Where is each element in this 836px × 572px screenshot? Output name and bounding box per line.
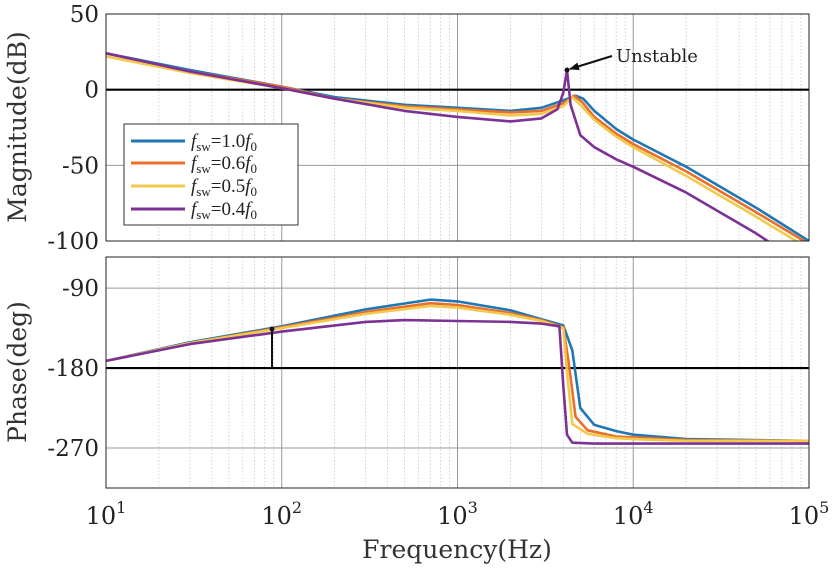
legend-entry: fsw=0.5f0 — [131, 176, 257, 199]
magnitude-series — [106, 52, 809, 241]
legend-entry: fsw=1.0f0 — [131, 131, 257, 154]
unstable-label: Unstable — [616, 46, 698, 67]
x-tick-label: 101 — [86, 498, 127, 530]
x-tick-labels: 101 102 103 104 105 — [86, 498, 830, 530]
x-tick-label: 105 — [789, 498, 830, 530]
unstable-annotation: Unstable — [564, 46, 698, 73]
legend: fsw=1.0f0 fsw=0.6f0 fsw=0.5f0 fsw=0.4f0 — [123, 123, 299, 226]
legend-entry: fsw=0.4f0 — [131, 199, 257, 222]
x-axis-label: Frequency(Hz) — [362, 535, 552, 564]
phase-series — [106, 298, 809, 445]
magnitude-panel: 50 0 -50 -100 Magnitude(dB) Unstable fsw=1.… — [3, 2, 810, 255]
x-tick-label: 102 — [261, 498, 302, 530]
y-tick-label: -180 — [47, 356, 99, 382]
y-tick-label: -100 — [47, 229, 99, 255]
phase-ylabel: Phase(deg) — [3, 301, 32, 443]
y-tick-label: 50 — [70, 2, 99, 28]
unstable-peak-dot — [564, 67, 570, 73]
phase-panel: -90 -180 -270 Phase(deg) — [3, 256, 810, 489]
x-tick-label: 103 — [437, 498, 478, 530]
phase-margin-dot — [269, 326, 275, 332]
y-tick-label: -50 — [62, 153, 99, 179]
x-tick-label: 104 — [613, 498, 654, 530]
legend-label: fsw=1.0f0 — [191, 131, 257, 154]
phase-series-line — [106, 318, 809, 445]
legend-label: fsw=0.5f0 — [191, 176, 257, 199]
legend-label: fsw=0.6f0 — [191, 153, 257, 176]
unstable-arrow — [569, 55, 613, 71]
magnitude-series-line — [106, 52, 771, 241]
legend-entry: fsw=0.6f0 — [131, 153, 257, 176]
y-tick-label: -270 — [47, 436, 99, 462]
phase-frame — [105, 256, 810, 489]
phase-y-ticks: -90 -180 -270 — [47, 276, 99, 462]
magnitude-y-ticks: 50 0 -50 -100 — [47, 2, 99, 255]
legend-label: fsw=0.4f0 — [191, 199, 257, 222]
magnitude-frame — [105, 13, 810, 242]
magnitude-ylabel: Magnitude(dB) — [3, 31, 32, 222]
y-tick-label: -90 — [62, 276, 99, 302]
y-tick-label: 0 — [84, 78, 99, 104]
